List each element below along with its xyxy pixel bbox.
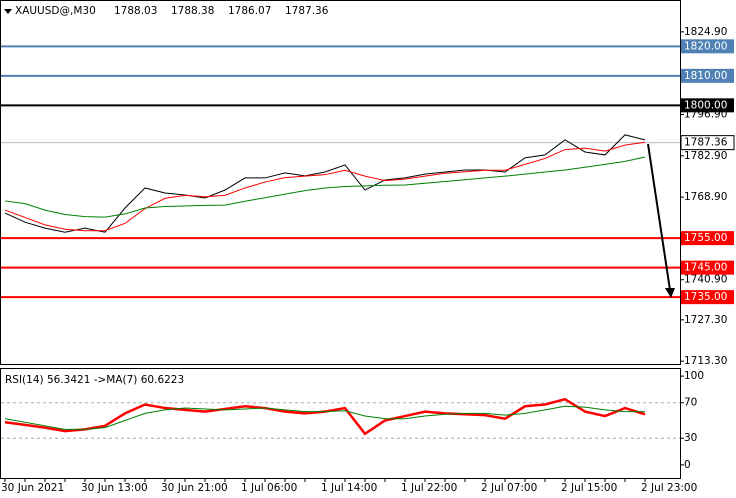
level-box [681,260,734,275]
level-label: 1820.00 [684,40,727,52]
header-icon [4,9,12,14]
y-tick-label: 70 [684,397,697,409]
arrow-head [665,288,675,298]
level-box [681,231,734,246]
last-price-box [680,135,735,151]
level-label: 1755.00 [684,232,727,244]
y-tick-label: 100 [684,370,704,382]
series-line [4,156,646,218]
level-label: 1745.00 [684,262,727,274]
level-label: 1800.00 [684,99,727,111]
y-tick-label: 1782.90 [684,150,727,162]
rsi-panel [0,368,681,479]
arrow [647,143,671,291]
ohlc: 1788.03 [114,5,157,17]
level-box [681,290,734,305]
level-box [681,68,734,83]
x-tick-label: 1 Jul 06:00 [241,482,297,494]
series-line [4,141,646,232]
y-tick-label: 1713.30 [684,355,727,367]
plot: 1824.901796.901782.901768.901740.901727.… [1,5,735,494]
x-tick-label: 1 Jul 22:00 [401,482,457,494]
ohlc: 1787.36 [285,5,329,17]
x-tick-label: 2 Jul 07:00 [481,482,537,494]
y-tick-label: 1824.90 [684,26,727,38]
price-panel [0,0,681,365]
y-tick-label: 1727.30 [684,314,727,326]
ohlc: 1788.38 [171,5,214,17]
ohlc: 1786.07 [228,5,271,17]
level-box [681,39,734,54]
level-label: 1735.00 [684,291,727,303]
panel-title: RSI(14) 56.3421 ->MA(7) 60.6223 [5,374,184,386]
series-line [4,134,646,233]
x-tick-label: 30 Jun 21:00 [161,482,228,494]
last-price-label: 1787.36 [684,137,728,149]
series-line [4,397,646,436]
series-line [4,405,645,430]
y-tick-label: 0 [684,459,691,471]
x-tick-label: 2 Jul 15:00 [561,482,617,494]
x-tick-label: 30 Jun 2021 [1,482,64,494]
level-label: 1810.00 [684,70,727,82]
y-tick-label: 1740.90 [684,274,727,286]
y-tick-label: 30 [684,432,697,444]
x-tick-label: 1 Jul 14:00 [321,482,377,494]
x-tick-label: 2 Jul 23:00 [641,482,697,494]
x-tick-label: 30 Jun 13:00 [81,482,148,494]
y-tick-label: 1768.90 [684,191,727,203]
symbol: XAUUSD@,M30 [15,5,96,17]
level-box [681,98,734,113]
